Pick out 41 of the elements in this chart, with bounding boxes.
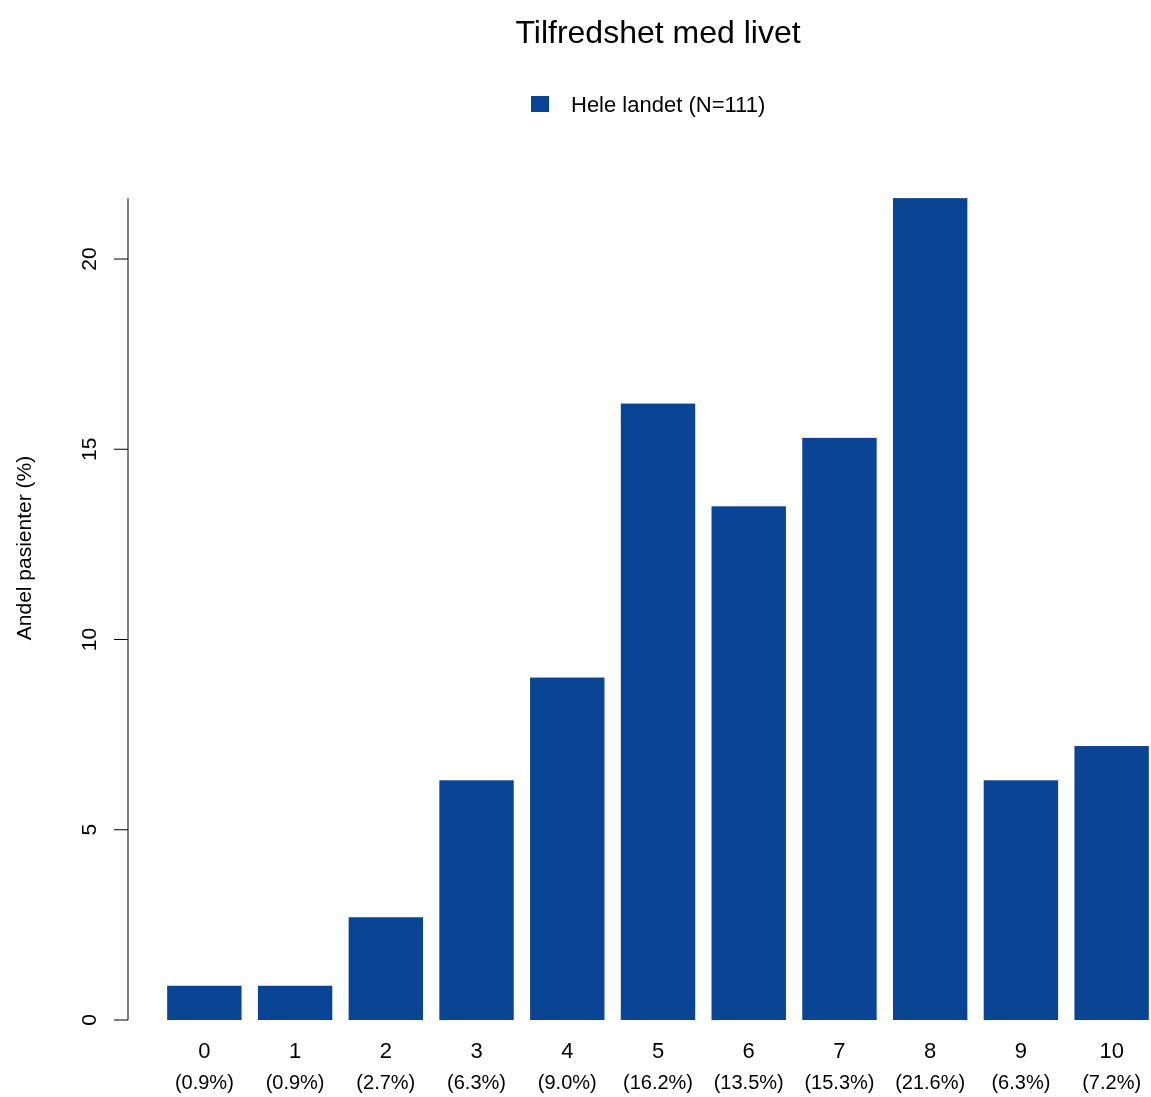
legend-label: Hele landet (N=111)	[571, 92, 766, 117]
x-tick-label: 5	[651, 1038, 665, 1063]
data-label: (16.2%)	[622, 1071, 694, 1093]
bar	[530, 677, 605, 1020]
data-label: (9.0%)	[537, 1071, 597, 1093]
bar	[711, 506, 786, 1020]
data-label: (0.9%)	[265, 1071, 325, 1093]
data-label: (2.7%)	[356, 1071, 416, 1093]
y-tick-label: 20	[77, 247, 100, 271]
bar	[348, 917, 424, 1020]
y-tick-label: 10	[77, 627, 100, 652]
x-tick-label: 3	[470, 1038, 483, 1063]
bar	[620, 403, 696, 1020]
chart-title: Tilfredshet med livet	[515, 14, 801, 50]
bar	[439, 780, 514, 1020]
x-tick-label: 1	[288, 1038, 302, 1063]
bar	[983, 780, 1059, 1020]
bar	[892, 198, 968, 1020]
data-label: (0.9%)	[174, 1071, 234, 1093]
bar	[167, 985, 242, 1020]
x-tick-label: 7	[833, 1038, 846, 1063]
x-tick-label: 0	[198, 1038, 211, 1063]
y-tick-label: 15	[77, 437, 100, 461]
x-tick-label: 10	[1099, 1038, 1124, 1063]
y-tick-label: 5	[77, 823, 100, 836]
data-label: (7.2%)	[1082, 1071, 1142, 1093]
x-tick-label: 8	[924, 1038, 937, 1063]
bar	[257, 985, 333, 1020]
bar	[802, 437, 877, 1020]
x-tick-label: 6	[742, 1038, 755, 1063]
y-tick-label: 0	[77, 1014, 100, 1026]
data-label: (6.3%)	[447, 1071, 506, 1093]
data-label: (21.6%)	[895, 1071, 966, 1093]
bar	[1074, 746, 1149, 1020]
data-label: (15.3%)	[804, 1071, 875, 1093]
x-tick-label: 4	[561, 1038, 574, 1063]
y-axis-title: Andel pasienter (%)	[12, 455, 35, 641]
data-label: (13.5%)	[713, 1071, 784, 1093]
x-tick-label: 9	[1014, 1038, 1028, 1063]
x-tick-label: 2	[379, 1038, 392, 1063]
data-label: (6.3%)	[991, 1071, 1051, 1093]
